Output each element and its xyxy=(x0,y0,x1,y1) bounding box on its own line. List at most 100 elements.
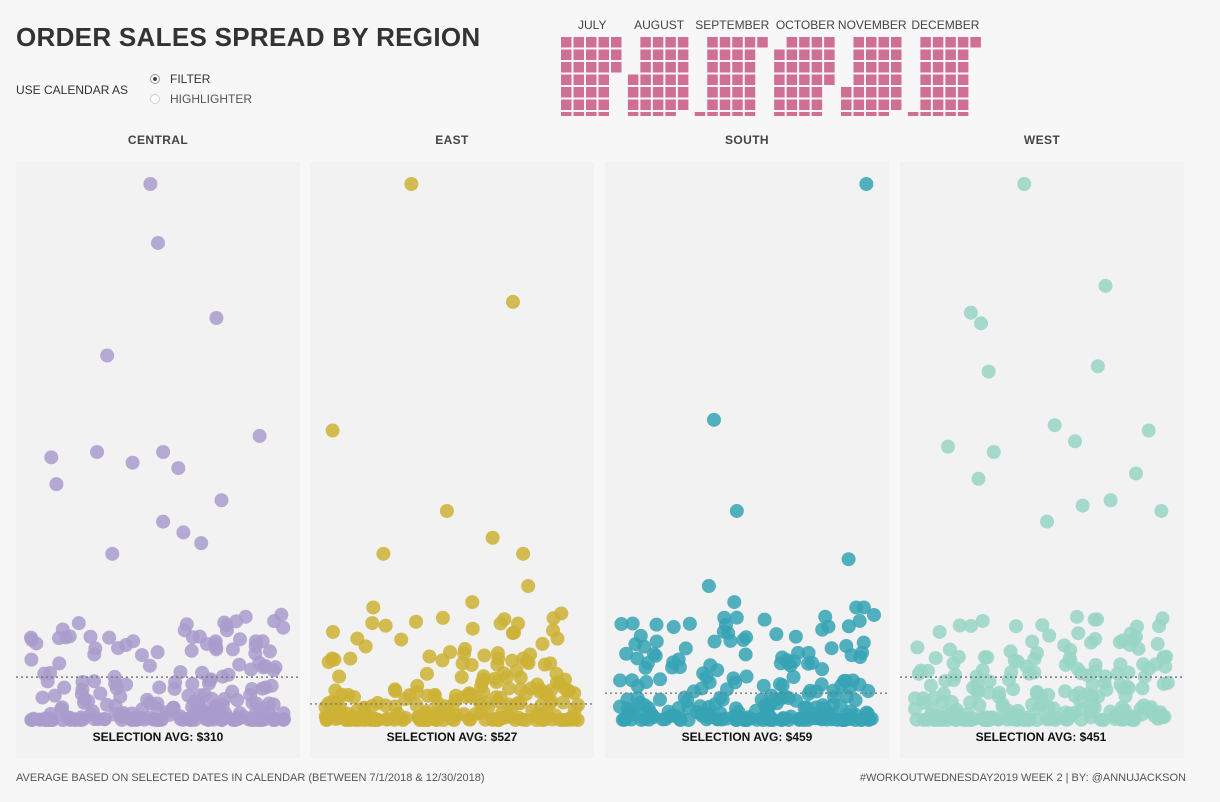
order-point[interactable] xyxy=(733,710,748,725)
calendar-day-cell[interactable] xyxy=(786,87,798,98)
order-point[interactable] xyxy=(150,645,165,660)
order-point[interactable] xyxy=(151,235,165,250)
calendar-day-cell[interactable] xyxy=(757,37,768,48)
order-point[interactable] xyxy=(244,712,259,727)
calendar-day-cell[interactable] xyxy=(586,74,597,86)
order-point[interactable] xyxy=(1075,498,1090,513)
order-point[interactable] xyxy=(1159,649,1174,664)
order-point[interactable] xyxy=(99,697,114,712)
order-point[interactable] xyxy=(837,712,852,727)
order-point[interactable] xyxy=(1088,632,1103,647)
order-point[interactable] xyxy=(111,641,126,656)
calendar-day-cell[interactable] xyxy=(853,49,865,61)
order-point[interactable] xyxy=(1084,689,1099,704)
order-point[interactable] xyxy=(214,493,229,508)
calendar-day-cell[interactable] xyxy=(732,99,743,111)
order-point[interactable] xyxy=(55,622,70,637)
order-point[interactable] xyxy=(866,607,881,622)
calendar-day-cell[interactable] xyxy=(732,87,743,98)
calendar-day-cell[interactable] xyxy=(652,37,664,48)
calendar-day-cell[interactable] xyxy=(611,37,622,48)
order-point[interactable] xyxy=(142,658,157,673)
order-point[interactable] xyxy=(209,311,224,325)
calendar-day-cell[interactable] xyxy=(853,62,865,73)
calendar-day-cell[interactable] xyxy=(677,49,689,61)
calendar-day-cell[interactable] xyxy=(811,99,823,111)
order-point[interactable] xyxy=(986,445,1001,459)
calendar-day-cell[interactable] xyxy=(732,74,743,86)
order-point[interactable] xyxy=(796,713,811,727)
calendar-day-cell[interactable] xyxy=(707,62,718,73)
order-point[interactable] xyxy=(847,707,862,722)
calendar-day-cell[interactable] xyxy=(677,99,689,111)
order-point[interactable] xyxy=(773,656,788,671)
order-point[interactable] xyxy=(230,710,245,725)
calendar-day-cell[interactable] xyxy=(665,37,676,48)
order-point[interactable] xyxy=(638,660,653,675)
calendar-day-cell[interactable] xyxy=(932,49,944,61)
order-point[interactable] xyxy=(134,648,149,663)
calendar-day-cell[interactable] xyxy=(957,99,969,111)
order-point[interactable] xyxy=(376,546,391,561)
calendar-day-cell[interactable] xyxy=(573,37,585,48)
order-point[interactable] xyxy=(328,683,343,698)
order-point[interactable] xyxy=(861,712,876,727)
calendar-heatmap[interactable]: JULY AUGUST SEPTEMBER OCTOBER NOVEMBER DECEMB… xyxy=(555,12,1195,116)
order-point[interactable] xyxy=(204,691,219,706)
order-point[interactable] xyxy=(379,712,394,727)
order-point[interactable] xyxy=(347,690,362,705)
order-point[interactable] xyxy=(1029,684,1044,699)
order-point[interactable] xyxy=(175,712,190,727)
order-point[interactable] xyxy=(913,663,928,678)
calendar-day-cell[interactable] xyxy=(561,87,572,98)
order-point[interactable] xyxy=(1135,681,1150,696)
calendar-day-cell[interactable] xyxy=(694,112,706,116)
order-point[interactable] xyxy=(649,634,664,649)
calendar-day-cell[interactable] xyxy=(811,87,823,98)
order-point[interactable] xyxy=(1090,612,1105,627)
order-point[interactable] xyxy=(192,688,207,703)
calendar-day-cell[interactable] xyxy=(853,99,865,111)
calendar-day-cell[interactable] xyxy=(891,74,902,86)
order-point[interactable] xyxy=(1103,493,1118,508)
calendar-day-cell[interactable] xyxy=(786,99,798,111)
order-point[interactable] xyxy=(262,644,277,659)
calendar-day-cell[interactable] xyxy=(811,74,823,86)
region-points-east[interactable] xyxy=(318,177,585,727)
order-point[interactable] xyxy=(369,712,384,727)
calendar-day-cell[interactable] xyxy=(811,112,823,116)
order-point[interactable] xyxy=(448,692,463,707)
order-point[interactable] xyxy=(1027,665,1042,680)
calendar-day-cell[interactable] xyxy=(719,62,731,73)
order-point[interactable] xyxy=(435,610,450,625)
calendar-day-cell[interactable] xyxy=(732,62,743,73)
order-point[interactable] xyxy=(666,620,681,635)
calendar-day-cell[interactable] xyxy=(907,112,919,116)
order-point[interactable] xyxy=(842,680,857,695)
order-point[interactable] xyxy=(487,671,502,686)
order-point[interactable] xyxy=(815,662,830,677)
order-point[interactable] xyxy=(248,634,263,649)
order-point[interactable] xyxy=(971,683,986,698)
calendar-day-cell[interactable] xyxy=(957,112,969,116)
calendar-day-cell[interactable] xyxy=(640,74,651,86)
calendar-day-cell[interactable] xyxy=(732,37,743,48)
order-point[interactable] xyxy=(756,678,771,693)
calendar-day-cell[interactable] xyxy=(598,37,610,48)
order-point[interactable] xyxy=(558,672,573,687)
order-point[interactable] xyxy=(570,697,585,712)
calendar-day-cell[interactable] xyxy=(920,99,931,111)
calendar-day-cell[interactable] xyxy=(640,99,651,111)
calendar-day-cell[interactable] xyxy=(945,49,956,61)
calendar-day-cell[interactable] xyxy=(586,62,597,73)
calendar-day-cell[interactable] xyxy=(932,62,944,73)
calendar-day-cell[interactable] xyxy=(719,87,731,98)
calendar-day-cell[interactable] xyxy=(561,49,572,61)
order-point[interactable] xyxy=(419,666,434,681)
calendar-day-cell[interactable] xyxy=(970,37,981,48)
order-point[interactable] xyxy=(975,663,990,678)
calendar-day-cell[interactable] xyxy=(561,62,572,73)
order-point[interactable] xyxy=(412,712,427,727)
calendar-day-cell[interactable] xyxy=(665,62,676,73)
